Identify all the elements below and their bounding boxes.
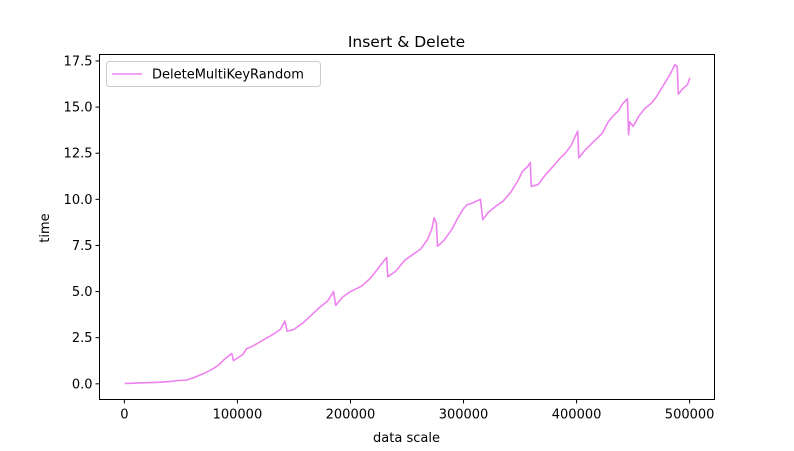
y-tick-label: 12.5: [64, 147, 93, 162]
legend: DeleteMultiKeyRandom: [106, 61, 321, 87]
series-line-0: [124, 63, 691, 385]
y-tick-label: 15.0: [64, 101, 93, 116]
chart-title: Insert & Delete: [348, 33, 465, 51]
y-tick-label: 10.0: [64, 193, 93, 208]
plot-area: [124, 63, 691, 385]
legend-label: DeleteMultiKeyRandom: [152, 68, 304, 83]
x-tick-label: 500000: [665, 408, 715, 423]
x-tick-label: 100000: [213, 408, 263, 423]
axes-frame: [99, 54, 715, 400]
legend-box: [106, 61, 321, 87]
x-tick-label: 200000: [326, 408, 376, 423]
y-tick-label: 0.0: [72, 377, 93, 392]
x-axis: 0 100000 200000 300000 400000 500000: [120, 399, 715, 423]
x-axis-label: data scale: [373, 431, 440, 446]
x-tick-label: 400000: [552, 408, 602, 423]
x-tick-label: 0: [120, 408, 128, 423]
y-tick-label: 17.5: [64, 54, 93, 69]
y-tick-label: 2.5: [72, 331, 93, 346]
y-axis-label: time: [38, 213, 53, 242]
y-tick-label: 7.5: [72, 239, 93, 254]
y-axis: 0.0 2.5 5.0 7.5 10.0 12.5 15.0 17.5: [64, 54, 100, 392]
y-tick-label: 5.0: [72, 285, 93, 300]
x-tick-label: 300000: [439, 408, 489, 423]
